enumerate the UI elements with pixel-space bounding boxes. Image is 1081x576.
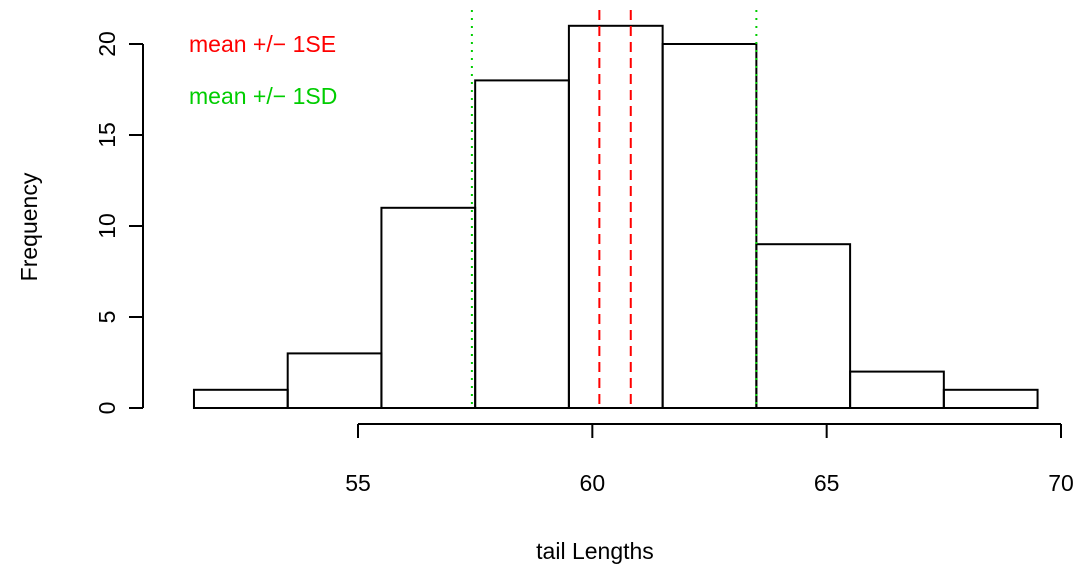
x-axis-label: tail Lengths <box>536 538 654 564</box>
reference-lines <box>470 10 758 408</box>
histogram-bar-1 <box>286 352 383 409</box>
x-tick-label-1: 60 <box>580 470 606 496</box>
x-tick-label-0: 55 <box>345 470 371 496</box>
y-tick-label-2: 10 <box>94 213 120 239</box>
y-axis: 0 5 10 15 20 <box>94 31 144 415</box>
histogram-bar-6 <box>755 243 852 409</box>
x-tick-label-3: 70 <box>1048 470 1074 496</box>
histogram-bar-5 <box>661 43 758 409</box>
x-axis: 55 60 65 70 <box>345 423 1074 496</box>
histogram-bar-2 <box>380 206 477 409</box>
histogram-bar-3 <box>474 79 570 410</box>
y-tick-label-4: 20 <box>94 31 120 57</box>
legend-entry-1: mean +/− 1SD <box>189 83 337 109</box>
histogram-bar-7 <box>849 370 945 410</box>
y-tick-label-3: 15 <box>94 122 120 148</box>
histogram-bar-8 <box>942 388 1039 409</box>
histogram-bars <box>192 24 1039 410</box>
legend: mean +/− 1SE mean +/− 1SD <box>189 31 337 109</box>
y-tick-label-0: 0 <box>94 402 120 415</box>
x-tick-label-2: 65 <box>814 470 840 496</box>
histogram-bar-0 <box>192 388 289 409</box>
y-tick-label-1: 5 <box>94 311 120 324</box>
y-axis-label: Frequency <box>16 172 42 281</box>
histogram-bar-4 <box>567 24 664 410</box>
legend-entry-0: mean +/− 1SE <box>189 31 336 57</box>
